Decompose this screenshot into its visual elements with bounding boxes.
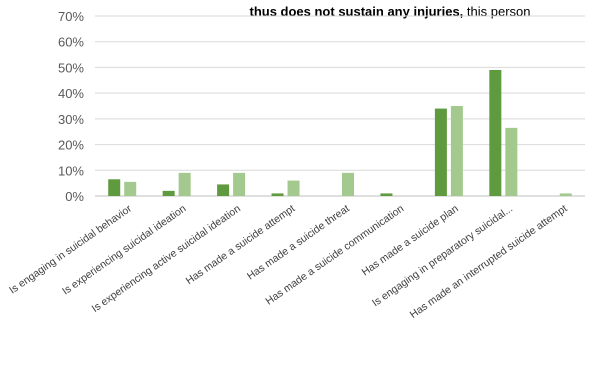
y-axis-ticks: 0% 10% 20% 30% 40% 50% 60% 70% <box>58 9 84 204</box>
bar <box>489 70 502 196</box>
bar <box>124 181 137 196</box>
bar <box>505 127 518 196</box>
y-tick-label: 0% <box>65 189 84 204</box>
bar <box>559 193 572 196</box>
y-tick-label: 10% <box>58 163 84 178</box>
y-tick-label: 60% <box>58 35 84 50</box>
y-tick-label: 30% <box>58 112 84 127</box>
gridlines <box>95 15 585 197</box>
bar <box>342 172 354 196</box>
bar <box>450 106 463 196</box>
bar <box>108 179 121 196</box>
x-tick-label: Has made a suicide attempt <box>184 203 298 288</box>
bar <box>271 193 284 196</box>
chart-title: thus does not sustain any injuries, this… <box>249 4 530 19</box>
y-tick-label: 50% <box>58 60 84 75</box>
bar <box>162 190 175 196</box>
y-tick-label: 40% <box>58 86 84 101</box>
chart-title-bold: thus does not sustain any injuries, <box>249 4 463 19</box>
bar <box>233 172 246 196</box>
bars <box>108 70 572 196</box>
bar <box>178 172 191 196</box>
bar <box>287 180 300 196</box>
x-tick-label: Has made a suicide plan <box>360 203 461 279</box>
bar <box>434 108 447 196</box>
bar <box>217 184 230 196</box>
y-tick-label: 20% <box>58 138 84 153</box>
chart-title-rest: this person <box>463 4 530 19</box>
bar <box>380 193 393 196</box>
x-tick-label: Has made a suicide threat <box>245 203 352 283</box>
y-tick-label: 70% <box>58 9 84 24</box>
